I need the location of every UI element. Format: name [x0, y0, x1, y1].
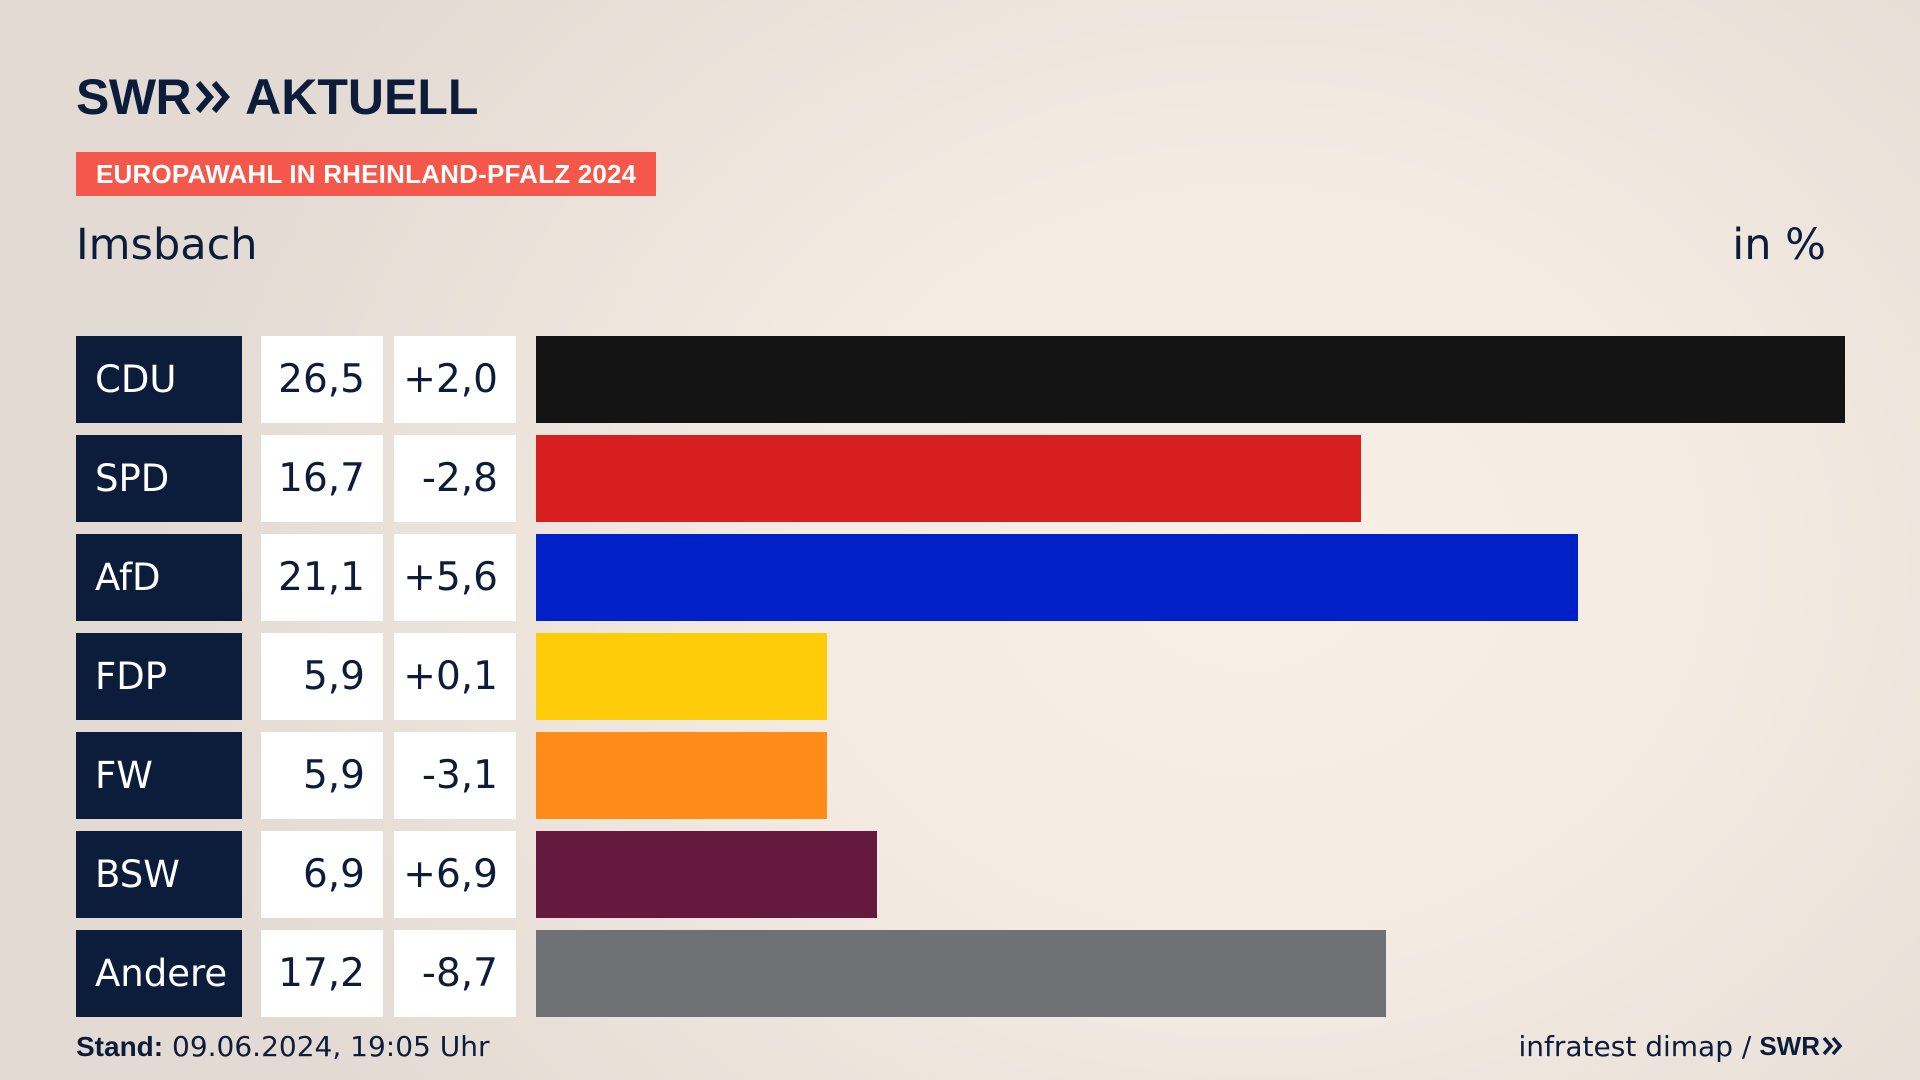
change-label: +2,0: [394, 336, 516, 423]
bar-spd: [536, 435, 1361, 522]
party-label: SPD: [76, 435, 242, 522]
bar-bsw: [536, 831, 877, 918]
party-label: Andere: [76, 930, 242, 1017]
change-label: +0,1: [394, 633, 516, 720]
bar-fdp: [536, 633, 827, 720]
stand-value: 09.06.2024, 19:05 Uhr: [172, 1030, 490, 1063]
change-label: +6,9: [394, 831, 516, 918]
party-label: AfD: [76, 534, 242, 621]
swr-aktuell-logo: SWR AKTUELL: [76, 68, 478, 126]
timestamp: Stand: 09.06.2024, 19:05 Uhr: [76, 1030, 489, 1063]
party-label: FDP: [76, 633, 242, 720]
vote-share-label: 6,9: [261, 831, 383, 918]
source-credit: infratest dimap / SWR: [1519, 1030, 1845, 1063]
chart-title: Imsbach: [76, 220, 258, 270]
double-chevron-icon: [1822, 1030, 1844, 1063]
party-label: BSW: [76, 831, 242, 918]
double-chevron-icon: [195, 68, 233, 126]
unit-label: in %: [1732, 220, 1826, 270]
vote-share-label: 17,2: [261, 930, 383, 1017]
vote-share-label: 16,7: [261, 435, 383, 522]
swr-wordmark: SWR: [76, 69, 192, 125]
election-banner: EUROPAWAHL IN RHEINLAND-PFALZ 2024: [76, 152, 657, 196]
change-label: -2,8: [394, 435, 516, 522]
change-label: +5,6: [394, 534, 516, 621]
bar-cdu: [536, 336, 1845, 423]
stand-label: Stand:: [76, 1031, 164, 1062]
vote-share-label: 5,9: [261, 732, 383, 819]
source-brand: SWR: [1759, 1031, 1820, 1061]
source-text: infratest dimap /: [1518, 1030, 1752, 1063]
change-label: -8,7: [394, 930, 516, 1017]
bar-andere: [536, 930, 1386, 1017]
change-label: -3,1: [394, 732, 516, 819]
party-label: CDU: [76, 336, 242, 423]
bar-fw: [536, 732, 827, 819]
vote-share-label: 5,9: [261, 633, 383, 720]
bar-afd: [536, 534, 1578, 621]
party-label: FW: [76, 732, 242, 819]
aktuell-wordmark: AKTUELL: [245, 69, 479, 125]
vote-share-label: 26,5: [261, 336, 383, 423]
vote-share-label: 21,1: [261, 534, 383, 621]
